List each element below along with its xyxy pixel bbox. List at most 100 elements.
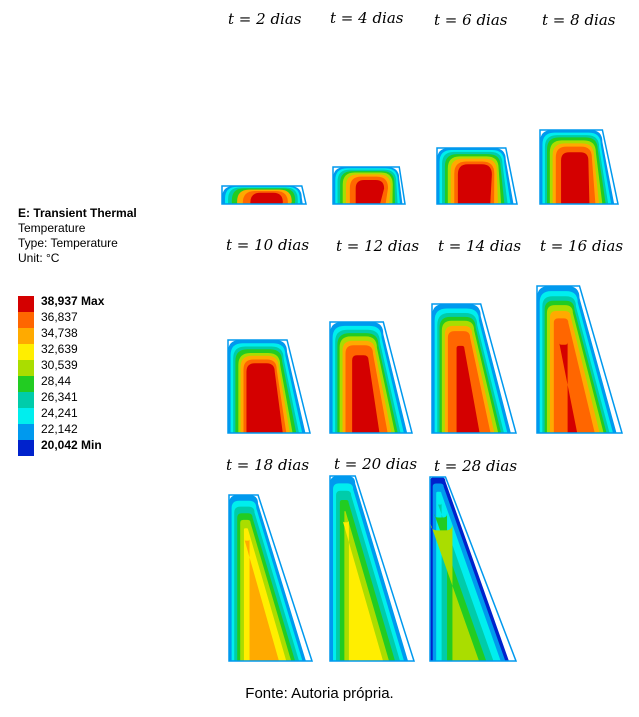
time-variable: t (330, 9, 337, 27)
scale-label: 38,937 Max (41, 294, 105, 308)
section-outline (429, 476, 518, 662)
equals-sign: = (232, 236, 255, 254)
time-value: 20 dias (362, 455, 418, 473)
scale-label: 26,341 (41, 390, 78, 404)
time-label: t = 2 dias (228, 10, 302, 28)
equals-sign: = (232, 456, 255, 474)
temperature-contour (332, 166, 406, 205)
scale-label: 34,738 (41, 326, 78, 340)
equals-sign: = (444, 237, 467, 255)
temperature-contour (329, 321, 413, 434)
time-value: 18 dias (254, 456, 310, 474)
time-value: 2 dias (256, 10, 302, 28)
temperature-contour (329, 475, 416, 662)
time-label: t = 12 dias (336, 237, 419, 255)
contour-band (352, 355, 383, 433)
contour-band (559, 342, 582, 433)
section-outline (227, 339, 311, 434)
equals-sign: = (336, 9, 359, 27)
temperature-contour (539, 129, 619, 205)
time-variable: t (334, 455, 341, 473)
contour-band (250, 192, 283, 204)
time-label: t = 14 dias (438, 237, 521, 255)
temperature-contour (227, 339, 311, 434)
section-outline (329, 475, 416, 662)
scale-swatch (18, 408, 34, 424)
contour-band (456, 345, 484, 433)
time-value: 28 dias (462, 457, 518, 475)
time-variable: t (226, 456, 233, 474)
time-label: t = 10 dias (226, 236, 309, 254)
time-value: 10 dias (254, 236, 310, 254)
time-variable: t (438, 237, 445, 255)
scale-swatch (18, 392, 34, 408)
time-variable: t (228, 10, 235, 28)
result-type: Type: Temperature (18, 236, 118, 250)
time-variable: t (540, 237, 547, 255)
time-value: 12 dias (364, 237, 420, 255)
contour-band (457, 164, 492, 204)
scale-label: 32,639 (41, 342, 78, 356)
time-label: t = 28 dias (434, 457, 517, 475)
time-value: 8 dias (570, 11, 616, 29)
scale-label: 22,142 (41, 422, 78, 436)
temperature-contour (436, 147, 518, 205)
time-value: 16 dias (568, 237, 624, 255)
section-outline (228, 494, 314, 662)
temperature-contour (536, 285, 623, 434)
time-variable: t (336, 237, 343, 255)
equals-sign: = (546, 237, 569, 255)
section-outline (332, 166, 406, 205)
temperature-contour (221, 185, 307, 205)
scale-label: 28,44 (41, 374, 72, 388)
scale-label: 30,539 (41, 358, 78, 372)
scale-label: 36,837 (41, 310, 78, 324)
time-value: 4 dias (358, 9, 404, 27)
temperature-contour (228, 494, 314, 662)
section-outline (539, 129, 619, 205)
time-variable: t (434, 11, 441, 29)
time-variable: t (542, 11, 549, 29)
contour-band (561, 152, 590, 204)
time-variable: t (226, 236, 233, 254)
scale-swatch (18, 424, 34, 440)
contour-band (355, 179, 385, 204)
equals-sign: = (340, 455, 363, 473)
result-name: Temperature (18, 221, 86, 235)
analysis-title: E: Transient Thermal (18, 206, 137, 220)
scale-label: 20,042 Min (41, 438, 102, 452)
section-outline (431, 303, 517, 434)
scale-swatch (18, 296, 34, 312)
equals-sign: = (440, 11, 463, 29)
equals-sign: = (234, 10, 257, 28)
time-value: 6 dias (462, 11, 508, 29)
temperature-contour (429, 476, 518, 662)
scale-swatch (18, 328, 34, 344)
time-label: t = 18 dias (226, 456, 309, 474)
time-value: 14 dias (466, 237, 522, 255)
section-outline (536, 285, 623, 434)
time-label: t = 6 dias (434, 11, 508, 29)
scale-swatch (18, 440, 34, 456)
time-label: t = 4 dias (330, 9, 404, 27)
time-label: t = 8 dias (542, 11, 616, 29)
time-variable: t (434, 457, 441, 475)
scale-swatch (18, 376, 34, 392)
equals-sign: = (342, 237, 365, 255)
figure-caption: Fonte: Autoria própria. (245, 685, 394, 702)
time-label: t = 20 dias (334, 455, 417, 473)
scale-swatch (18, 312, 34, 328)
section-outline (329, 321, 413, 434)
result-unit: Unit: °C (18, 251, 60, 265)
section-outline (436, 147, 518, 205)
contour-band (342, 520, 389, 661)
scale-swatch (18, 360, 34, 376)
equals-sign: = (440, 457, 463, 475)
temperature-contour (431, 303, 517, 434)
time-label: t = 16 dias (540, 237, 623, 255)
section-outline (221, 185, 307, 205)
contour-band (246, 363, 286, 433)
scale-label: 24,241 (41, 406, 78, 420)
legend-header: E: Transient Thermal Temperature Type: T… (18, 206, 137, 266)
scale-swatch (18, 344, 34, 360)
